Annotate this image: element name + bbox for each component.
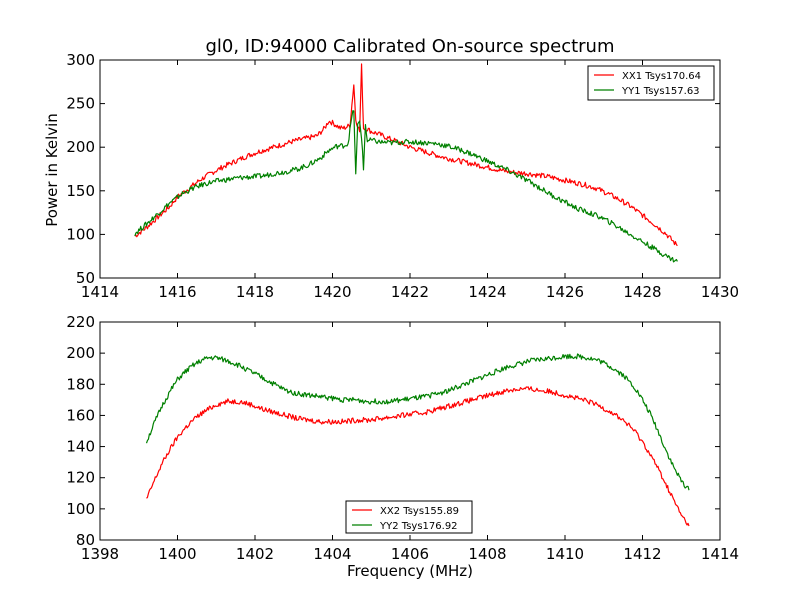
- series-line-xx1: [134, 63, 678, 247]
- x-tick-label: 1404: [313, 545, 351, 563]
- x-tick-label: 1414: [701, 545, 739, 563]
- top-plot-panel: 1414 1416 1418 1420 1422 1424 1426 1428 1430 50 10…: [66, 51, 739, 301]
- x-tick-label: 1428: [623, 283, 661, 301]
- x-axis-label: Frequency (MHz): [347, 562, 473, 580]
- x-tick-label: 1410: [546, 545, 584, 563]
- series-line-yy2: [145, 353, 690, 491]
- y-tick-label: 80: [76, 531, 95, 549]
- x-tick-label: 1422: [391, 283, 429, 301]
- x-tick-label: 1400: [158, 545, 196, 563]
- legend-label: YY2 Tsys176.92: [379, 521, 458, 532]
- x-tick-label: 1424: [468, 283, 506, 301]
- bottom-plot-panel: 1398 1400 1402 1404 1406 1408 1410 1412 1414 80 10…: [66, 313, 739, 563]
- y-axis-label: Power in Kelvin: [43, 113, 61, 227]
- legend: XX1 Tsys170.64 YY1 Tsys157.63: [587, 65, 715, 101]
- x-tick-label: 1418: [236, 283, 274, 301]
- legend-box: [345, 500, 473, 534]
- y-tick-label: 160: [66, 406, 95, 424]
- x-tick-label: 1406: [391, 545, 429, 563]
- y-tick-label: 150: [66, 182, 95, 200]
- y-tick-label: 100: [66, 500, 95, 518]
- x-tick-label: 1414: [81, 283, 119, 301]
- y-tick-label: 140: [66, 438, 95, 456]
- y-tick-label: 50: [76, 269, 95, 287]
- y-tick-label: 120: [66, 469, 95, 487]
- legend-label: XX2 Tsys155.89: [380, 506, 459, 517]
- x-tick-label: 1426: [546, 283, 584, 301]
- y-tick-label: 180: [66, 375, 95, 393]
- x-tick-label: 1408: [468, 545, 506, 563]
- chart-title: gl0, ID:94000 Calibrated On-source spect…: [205, 36, 614, 57]
- series-line-yy1: [134, 110, 678, 263]
- legend-label: XX1 Tsys170.64: [622, 71, 701, 82]
- legend-box: [587, 65, 715, 101]
- x-tick-label: 1416: [158, 283, 196, 301]
- legend-label: YY1 Tsys157.63: [621, 86, 700, 97]
- series-line-xx2: [146, 386, 690, 527]
- x-tick-label: 1420: [313, 283, 351, 301]
- y-tick-label: 220: [66, 313, 95, 331]
- y-tick-label: 200: [66, 138, 95, 156]
- legend: XX2 Tsys155.89 YY2 Tsys176.92: [345, 500, 473, 534]
- y-tick-label: 100: [66, 225, 95, 243]
- x-tick-label: 1430: [701, 283, 739, 301]
- x-tick-label: 1398: [81, 545, 119, 563]
- y-tick-label: 200: [66, 344, 95, 362]
- y-tick-label: 250: [66, 95, 95, 113]
- x-tick-label: 1402: [236, 545, 274, 563]
- x-tick-label: 1412: [623, 545, 661, 563]
- y-tick-label: 300: [66, 51, 95, 69]
